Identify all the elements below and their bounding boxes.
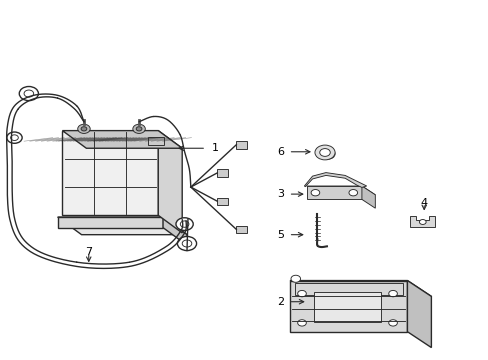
- FancyBboxPatch shape: [313, 292, 380, 322]
- Text: 7: 7: [85, 247, 92, 257]
- Text: 2: 2: [276, 297, 284, 307]
- Polygon shape: [62, 131, 182, 148]
- Circle shape: [7, 132, 22, 143]
- Circle shape: [24, 90, 34, 97]
- Circle shape: [180, 221, 188, 227]
- Polygon shape: [289, 280, 430, 296]
- Circle shape: [388, 291, 397, 297]
- FancyBboxPatch shape: [216, 170, 228, 177]
- Circle shape: [176, 218, 193, 230]
- Polygon shape: [306, 186, 361, 199]
- FancyBboxPatch shape: [148, 136, 163, 145]
- FancyBboxPatch shape: [235, 226, 247, 233]
- Circle shape: [297, 320, 305, 326]
- Polygon shape: [306, 186, 375, 195]
- FancyBboxPatch shape: [235, 141, 247, 149]
- FancyBboxPatch shape: [216, 198, 228, 205]
- Circle shape: [297, 291, 305, 297]
- Circle shape: [388, 320, 397, 326]
- Circle shape: [290, 275, 300, 282]
- Circle shape: [320, 149, 334, 159]
- Polygon shape: [407, 280, 430, 348]
- Polygon shape: [58, 217, 163, 228]
- Circle shape: [348, 189, 357, 196]
- Circle shape: [310, 189, 319, 196]
- Text: 4: 4: [420, 198, 427, 208]
- Circle shape: [314, 145, 334, 160]
- Polygon shape: [158, 131, 182, 233]
- Polygon shape: [62, 131, 158, 215]
- Circle shape: [319, 149, 329, 156]
- Circle shape: [177, 237, 196, 251]
- Circle shape: [19, 86, 39, 100]
- Circle shape: [78, 124, 90, 134]
- Text: 3: 3: [276, 189, 284, 199]
- Text: 6: 6: [276, 147, 284, 157]
- Circle shape: [182, 240, 191, 247]
- Circle shape: [419, 220, 425, 224]
- Polygon shape: [58, 217, 186, 235]
- Polygon shape: [289, 280, 407, 332]
- Polygon shape: [304, 172, 366, 188]
- Circle shape: [81, 127, 87, 131]
- Circle shape: [136, 127, 142, 131]
- Text: 5: 5: [276, 230, 284, 240]
- Text: 1: 1: [212, 143, 219, 153]
- Polygon shape: [409, 216, 434, 226]
- Polygon shape: [163, 217, 186, 245]
- Circle shape: [11, 135, 18, 140]
- Polygon shape: [361, 186, 375, 208]
- Circle shape: [133, 124, 145, 134]
- FancyBboxPatch shape: [294, 283, 402, 294]
